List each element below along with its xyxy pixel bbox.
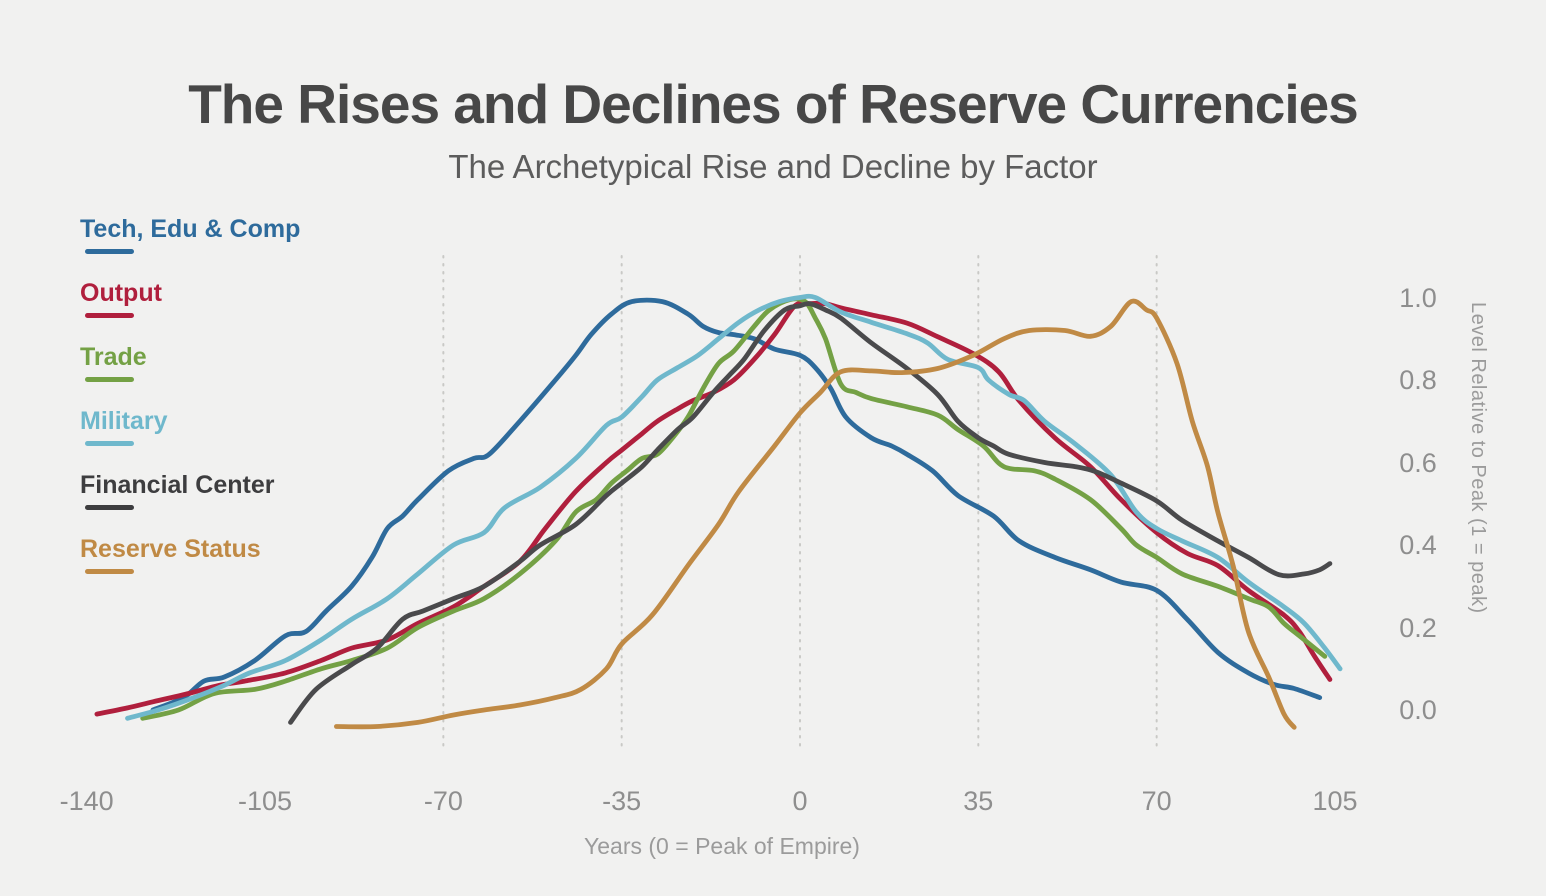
legend-item-financial-center: Financial Center — [80, 472, 300, 510]
y-tick-label: 0.2 — [1399, 612, 1437, 643]
legend-label: Financial Center — [80, 471, 275, 499]
y-tick-label: 0.8 — [1399, 365, 1437, 395]
legend-item-tech-edu-comp: Tech, Edu & Comp — [80, 216, 300, 254]
y-tick-label: 0.0 — [1399, 695, 1437, 725]
chart-title: The Rises and Declines of Reserve Curren… — [188, 73, 1359, 135]
legend-item-reserve-status: Reserve Status — [80, 536, 300, 574]
series-line-reserve-status — [334, 298, 1297, 730]
x-tick-label: -35 — [602, 786, 642, 816]
legend-label: Tech, Edu & Comp — [80, 215, 301, 243]
x-axis-title: Years (0 = Peak of Empire) — [584, 833, 860, 859]
legend-label: Trade — [80, 343, 147, 371]
series-line-tech-edu-comp — [150, 297, 1323, 713]
series-line-financial-center — [288, 301, 1333, 725]
legend-item-output: Output — [80, 280, 300, 318]
x-tick-label: 105 — [1312, 786, 1358, 816]
legend-swatch — [85, 249, 134, 254]
y-tick-label: 1.0 — [1399, 282, 1437, 313]
x-tick-label: -140 — [59, 786, 114, 816]
y-axis-title: Level Relative to Peak (1 = peak) — [1467, 302, 1489, 614]
x-tick-label: 35 — [963, 786, 994, 816]
x-tick-label: 0 — [792, 786, 808, 816]
legend: Tech, Edu & Comp Output Trade Military Finan… — [80, 216, 300, 574]
y-tick-label: 0.4 — [1399, 530, 1437, 560]
legend-swatch — [85, 313, 134, 318]
series-line-output — [94, 300, 1333, 717]
x-tick-label: 70 — [1141, 786, 1172, 816]
legend-swatch — [85, 505, 134, 510]
series-line-military — [125, 293, 1343, 721]
legend-label: Reserve Status — [80, 535, 261, 563]
legend-label: Output — [80, 279, 162, 307]
x-tick-label: -105 — [237, 786, 293, 816]
legend-item-military: Military — [80, 408, 300, 446]
legend-item-trade: Trade — [80, 344, 300, 382]
series-line-trade — [140, 296, 1328, 721]
legend-swatch — [85, 569, 134, 574]
chart-subtitle: The Archetypical Rise and Decline by Fac… — [448, 148, 1098, 185]
y-tick-label: 0.6 — [1399, 447, 1437, 478]
legend-label: Military — [80, 407, 168, 435]
x-tick-label: -70 — [423, 786, 463, 816]
legend-swatch — [85, 441, 134, 446]
legend-swatch — [85, 377, 134, 382]
